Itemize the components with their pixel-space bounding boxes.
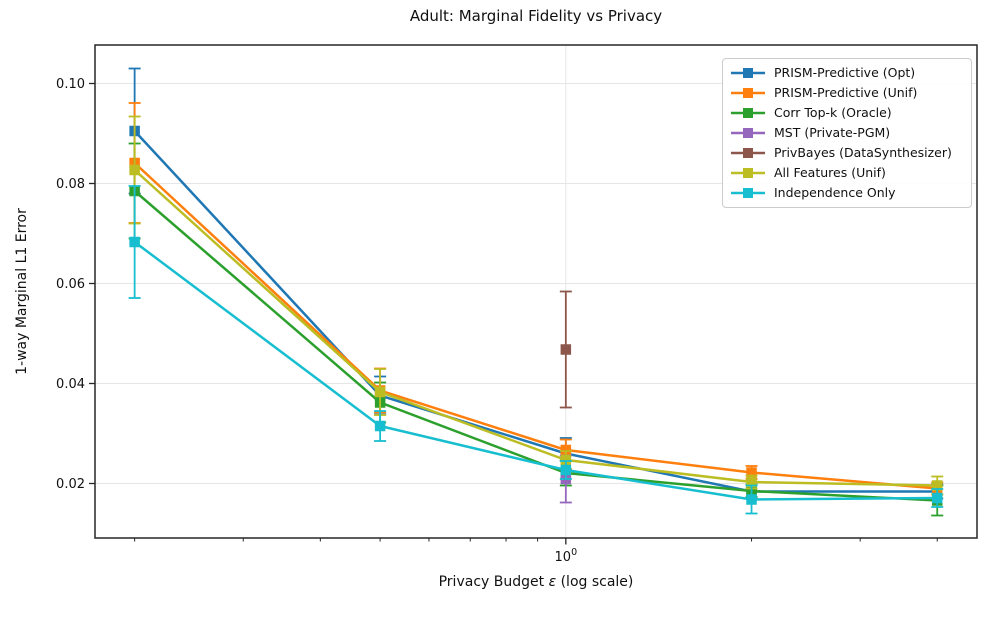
marker-all-features-unif (129, 164, 140, 176)
marker-all-features-unif (374, 386, 386, 398)
marker-prism-predictive-unif (560, 444, 572, 456)
epsilon-symbol: ε (548, 574, 557, 590)
y-tick-label: 0.02 (56, 477, 85, 492)
legend-entry-mst-private-pgm: MST (Private-PGM) (730, 123, 965, 143)
marker-privbayes-datasynthesizer (560, 344, 572, 355)
legend: PRISM-Predictive (Opt) PRISM-Predictive (… (722, 58, 972, 208)
legend-marker-icon (731, 188, 765, 198)
axis-ticks: 0.02 0.04 0.06 0.08 0.10 100 (56, 77, 938, 565)
plot-border (94, 44, 978, 539)
legend-entry-prism-predictive-unif: PRISM-Predictive (Unif) (730, 83, 965, 103)
legend-entry-prism-predictive-opt: PRISM-Predictive (Opt) (730, 63, 965, 83)
x-axis-label: Privacy Budget ε (log scale) (95, 574, 977, 590)
y-tick-label: 0.08 (56, 177, 85, 192)
marker-independence-only (374, 420, 386, 432)
x-axis-label-suffix: (log scale) (556, 574, 634, 590)
legend-marker-icon (731, 128, 765, 138)
legend-label: Independence Only (774, 184, 896, 200)
y-tick-label: 0.10 (56, 77, 85, 92)
y-tick-label: 0.04 (56, 377, 85, 392)
y-tick-label: 0.06 (56, 277, 85, 292)
chart-title: Adult: Marginal Fidelity vs Privacy (409, 7, 663, 25)
legend-marker-icon (731, 88, 765, 98)
series-independence-only (128, 185, 944, 515)
legend-label: Corr Top-k (Oracle) (774, 104, 892, 120)
x-axis-label-prefix: Privacy Budget (438, 574, 549, 590)
series-privbayes-datasynthesizer (559, 290, 572, 409)
legend-label: All Features (Unif) (774, 164, 886, 180)
marker-prism-predictive-unif (746, 467, 757, 478)
marker-independence-only (746, 494, 757, 505)
marker-all-features-unif (931, 480, 943, 491)
legend-entry-privbayes-datasynthesizer: PrivBayes (DataSynthesizer) (730, 143, 965, 163)
legend-label: MST (Private-PGM) (774, 124, 891, 140)
legend-label: PRISM-Predictive (Opt) (774, 64, 916, 80)
marker-independence-only (560, 464, 572, 476)
marker-independence-only (129, 236, 140, 248)
legend-marker-icon (731, 168, 765, 178)
legend-label: PRISM-Predictive (Unif) (774, 84, 918, 100)
legend-marker-icon (731, 108, 765, 118)
legend-label: PrivBayes (DataSynthesizer) (774, 144, 952, 160)
marker-all-features-unif (746, 476, 757, 488)
legend-entry-corr-top-k-oracle: Corr Top-k (Oracle) (730, 103, 965, 123)
legend-entry-all-features-unif: All Features (Unif) (730, 163, 965, 183)
legend-marker-icon (731, 68, 765, 78)
legend-marker-icon (731, 148, 765, 158)
legend-entry-independence-only: Independence Only (730, 183, 965, 203)
marker-all-features-unif (560, 454, 572, 466)
marker-independence-only (931, 492, 943, 504)
x-tick-label: 100 (555, 547, 578, 565)
